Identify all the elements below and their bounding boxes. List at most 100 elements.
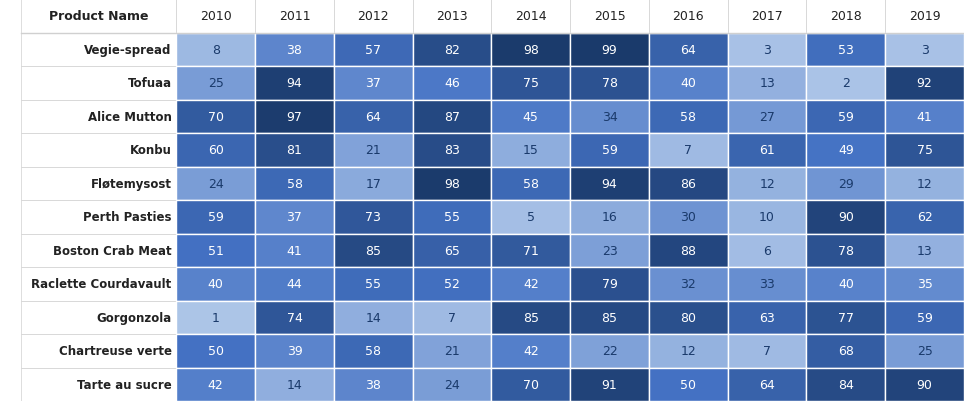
Bar (334, 100, 413, 134)
Bar (570, 67, 649, 100)
Text: 64: 64 (681, 44, 696, 57)
Bar (255, 134, 334, 167)
Text: 22: 22 (602, 344, 617, 357)
Bar (176, 67, 255, 100)
Text: 42: 42 (522, 344, 539, 357)
Bar (570, 234, 649, 267)
Text: 94: 94 (286, 77, 303, 90)
Bar (807, 167, 885, 200)
Bar (807, 200, 885, 234)
Text: 80: 80 (681, 311, 696, 324)
Text: 17: 17 (365, 177, 381, 190)
Text: 53: 53 (838, 44, 854, 57)
Bar (570, 33, 649, 67)
Text: Tarte au sucre: Tarte au sucre (77, 378, 172, 391)
Text: 75: 75 (522, 77, 539, 90)
Text: 2014: 2014 (515, 10, 547, 23)
Text: 42: 42 (208, 378, 224, 391)
Bar (807, 100, 885, 134)
Text: 61: 61 (760, 144, 775, 157)
Text: 3: 3 (763, 44, 771, 57)
Bar (885, 167, 964, 200)
Text: 2016: 2016 (673, 10, 704, 23)
Bar (255, 267, 334, 301)
Text: 38: 38 (365, 378, 381, 391)
Text: 49: 49 (838, 144, 854, 157)
Bar (492, 334, 570, 368)
Text: 2018: 2018 (830, 10, 862, 23)
Text: 64: 64 (365, 110, 381, 124)
Text: 40: 40 (681, 77, 696, 90)
Text: 7: 7 (763, 344, 771, 357)
Text: 24: 24 (208, 177, 224, 190)
Bar (20, 301, 176, 334)
Text: 55: 55 (365, 277, 382, 291)
Bar (728, 267, 807, 301)
Bar (176, 301, 255, 334)
Bar (492, 267, 570, 301)
Bar (176, 234, 255, 267)
Bar (176, 267, 255, 301)
Text: 85: 85 (522, 311, 539, 324)
Text: 90: 90 (917, 378, 932, 391)
Bar (20, 368, 176, 401)
Bar (649, 234, 728, 267)
Text: Product Name: Product Name (49, 10, 148, 23)
Text: 3: 3 (921, 44, 928, 57)
Text: 1: 1 (212, 311, 220, 324)
Bar (413, 234, 492, 267)
Text: 2: 2 (842, 77, 850, 90)
Bar (649, 0, 728, 33)
Bar (885, 67, 964, 100)
Text: Alice Mutton: Alice Mutton (88, 110, 172, 124)
Bar (255, 368, 334, 401)
Bar (807, 368, 885, 401)
Text: 92: 92 (917, 77, 932, 90)
Text: 29: 29 (838, 177, 854, 190)
Text: 41: 41 (286, 244, 303, 257)
Text: 70: 70 (522, 378, 539, 391)
Text: 2013: 2013 (437, 10, 468, 23)
Bar (20, 33, 176, 67)
Text: 34: 34 (602, 110, 617, 124)
Bar (649, 134, 728, 167)
Bar (728, 134, 807, 167)
Text: 85: 85 (365, 244, 382, 257)
Bar (413, 167, 492, 200)
Bar (885, 267, 964, 301)
Bar (728, 334, 807, 368)
Text: 59: 59 (602, 144, 618, 157)
Text: 83: 83 (444, 144, 460, 157)
Text: 74: 74 (286, 311, 303, 324)
Bar (728, 301, 807, 334)
Bar (728, 67, 807, 100)
Bar (885, 0, 964, 33)
Text: 84: 84 (838, 378, 854, 391)
Text: 78: 78 (838, 244, 854, 257)
Bar (885, 234, 964, 267)
Bar (492, 200, 570, 234)
Text: 77: 77 (838, 311, 854, 324)
Bar (649, 334, 728, 368)
Bar (649, 67, 728, 100)
Text: 58: 58 (681, 110, 696, 124)
Bar (807, 0, 885, 33)
Bar (413, 334, 492, 368)
Text: 78: 78 (602, 77, 618, 90)
Bar (728, 100, 807, 134)
Text: 82: 82 (444, 44, 460, 57)
Text: 98: 98 (522, 44, 539, 57)
Bar (20, 334, 176, 368)
Text: Tofuaa: Tofuaa (127, 77, 172, 90)
Bar (807, 334, 885, 368)
Bar (649, 200, 728, 234)
Bar (492, 100, 570, 134)
Bar (885, 134, 964, 167)
Bar (20, 267, 176, 301)
Bar (334, 200, 413, 234)
Bar (334, 0, 413, 33)
Text: 58: 58 (365, 344, 382, 357)
Text: 2010: 2010 (200, 10, 231, 23)
Bar (20, 0, 176, 33)
Text: 70: 70 (207, 110, 224, 124)
